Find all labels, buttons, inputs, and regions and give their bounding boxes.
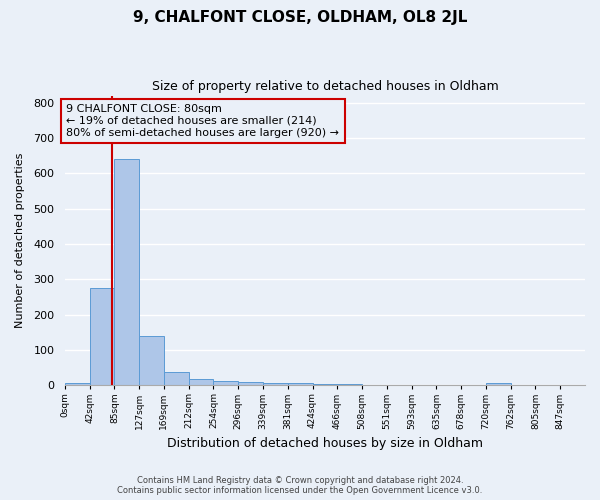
Bar [288,383,313,386]
Bar [337,384,362,386]
Bar [486,383,511,386]
Y-axis label: Number of detached properties: Number of detached properties [15,153,25,328]
Bar [139,336,164,386]
Bar [214,381,238,386]
Bar [189,379,214,386]
Bar [89,288,115,386]
Text: 9 CHALFONT CLOSE: 80sqm
← 19% of detached houses are smaller (214)
80% of semi-d: 9 CHALFONT CLOSE: 80sqm ← 19% of detache… [66,104,339,138]
Bar [263,382,288,386]
Bar [164,372,189,386]
Bar [65,382,89,386]
Bar [238,382,263,386]
X-axis label: Distribution of detached houses by size in Oldham: Distribution of detached houses by size … [167,437,483,450]
Text: Contains HM Land Registry data © Crown copyright and database right 2024.
Contai: Contains HM Land Registry data © Crown c… [118,476,482,495]
Bar [115,159,139,386]
Bar [313,384,337,386]
Text: 9, CHALFONT CLOSE, OLDHAM, OL8 2JL: 9, CHALFONT CLOSE, OLDHAM, OL8 2JL [133,10,467,25]
Title: Size of property relative to detached houses in Oldham: Size of property relative to detached ho… [152,80,499,93]
